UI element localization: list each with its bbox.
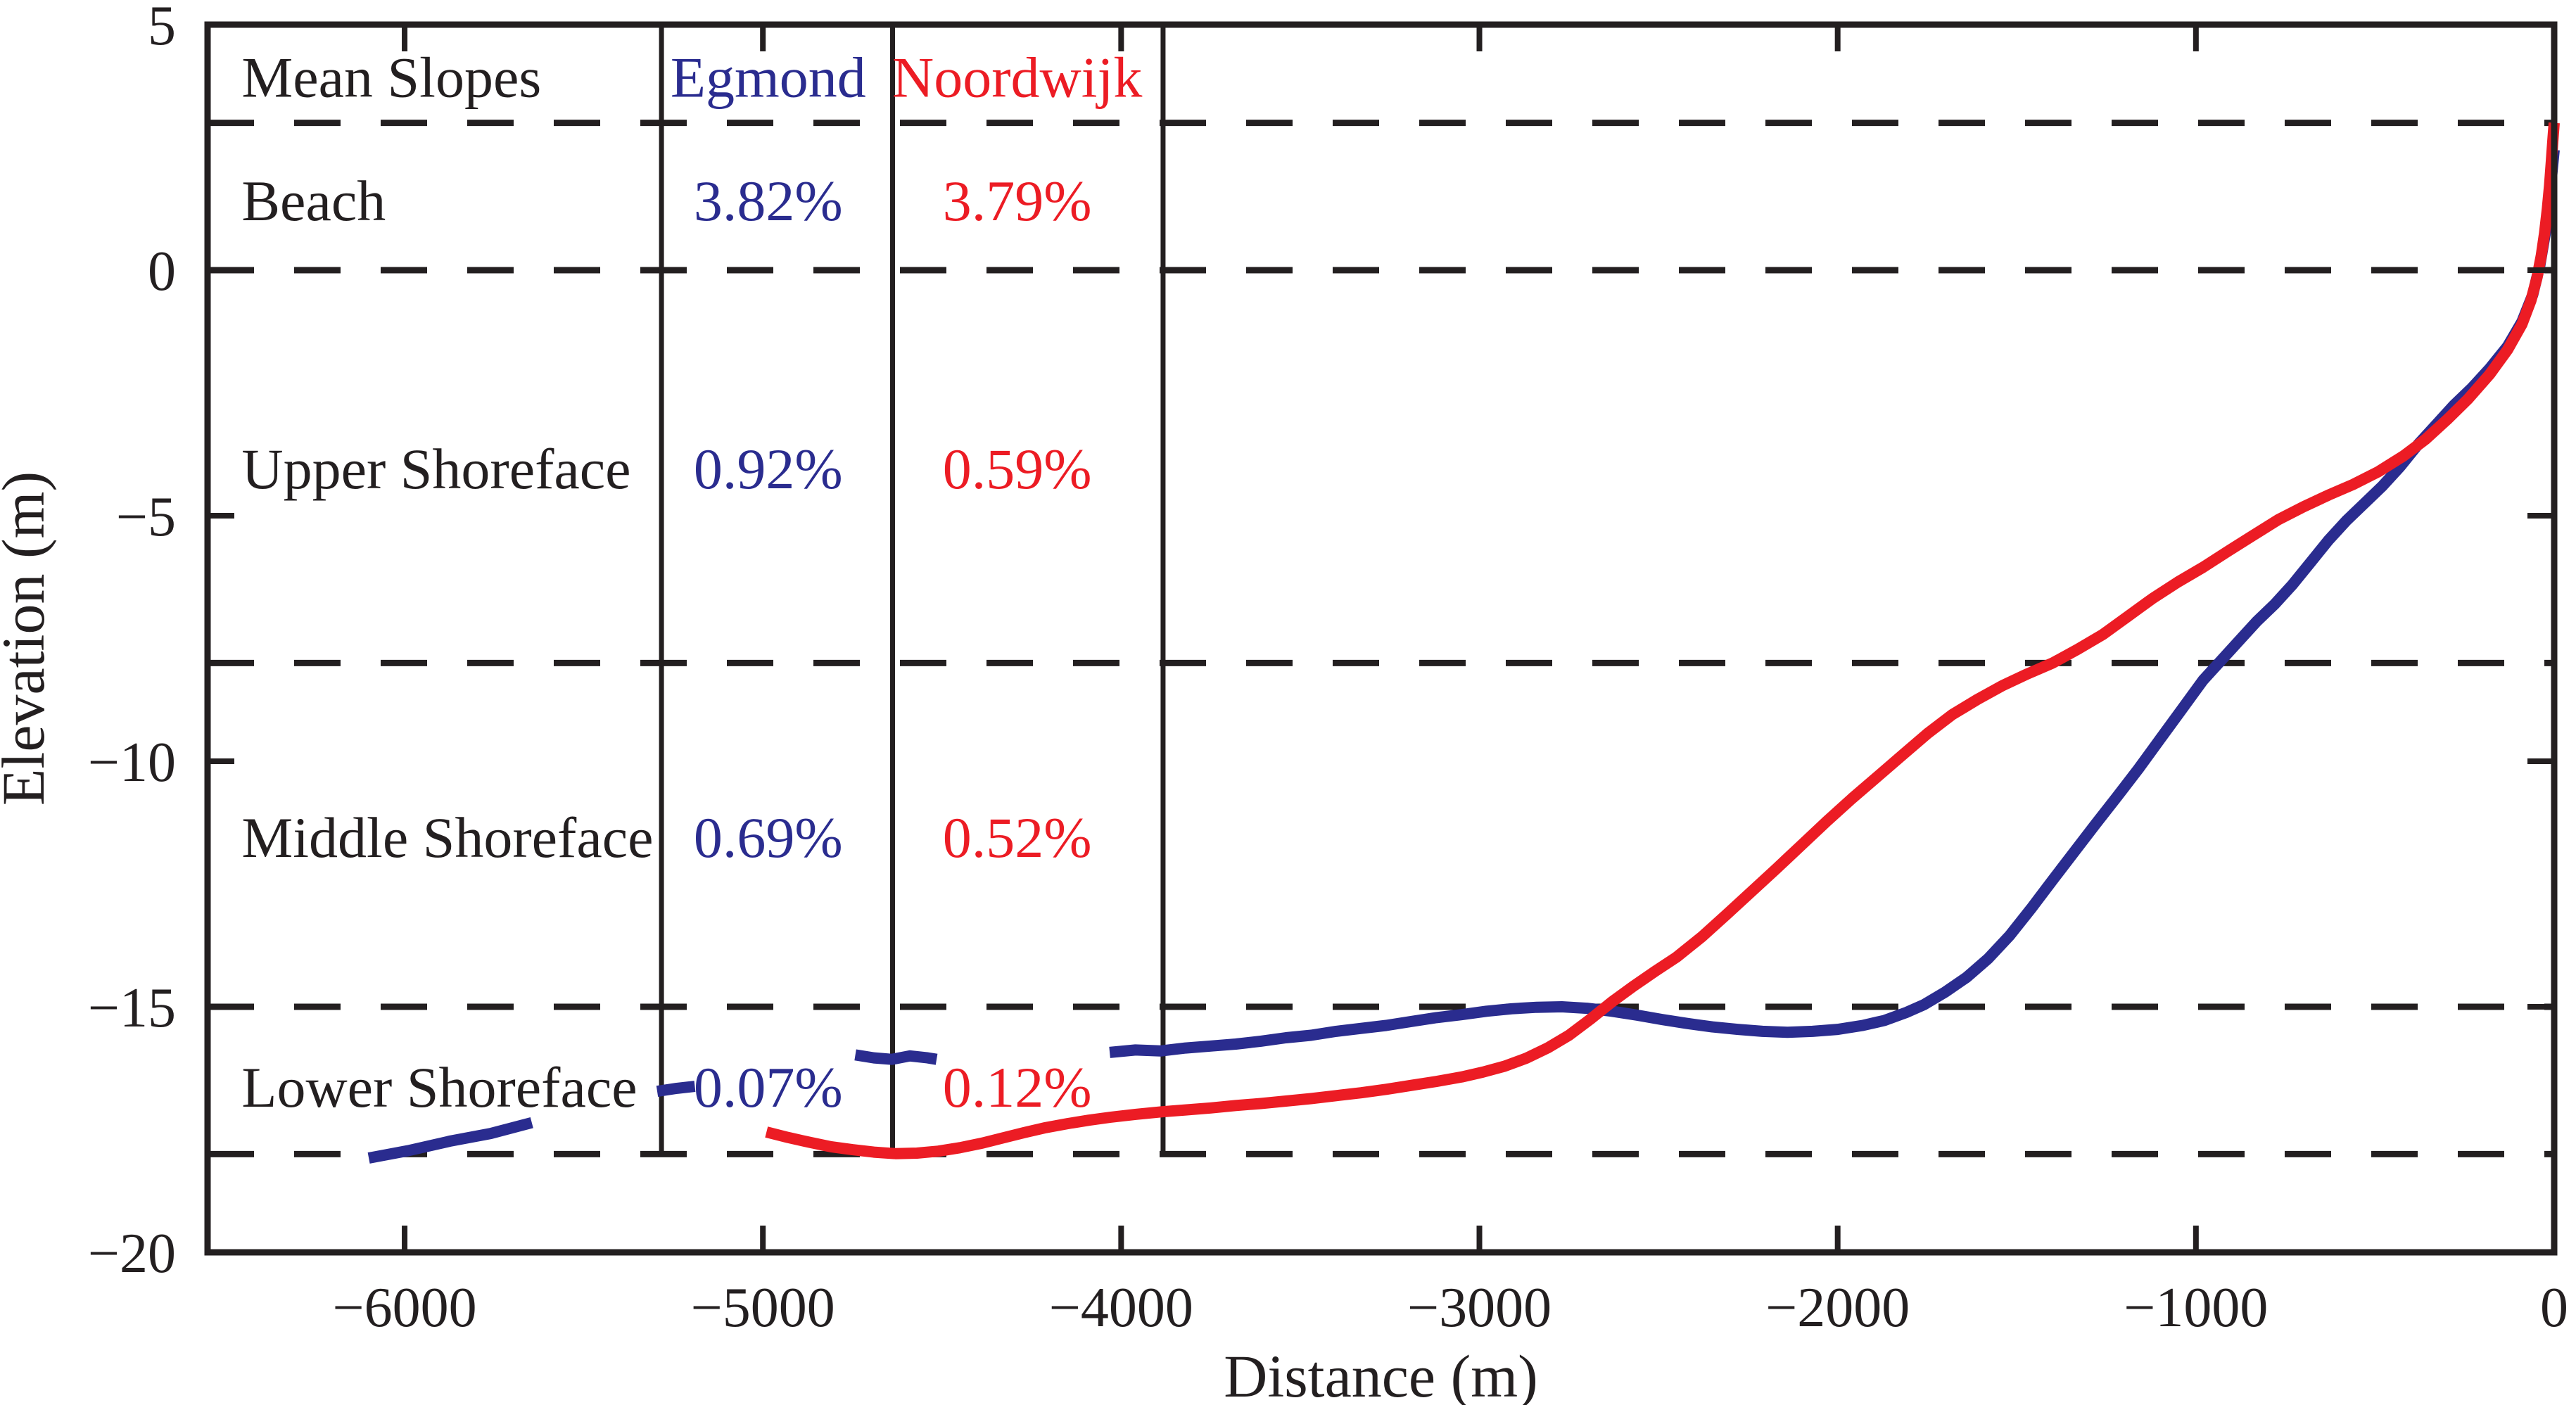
- x-tick-label: −3000: [1407, 1277, 1552, 1339]
- slope-value-noordwijk: 0.59%: [943, 437, 1092, 501]
- slope-value-noordwijk: 3.79%: [943, 169, 1092, 233]
- ticks-layer: [208, 22, 2557, 1255]
- profile-line-noordwijk: [765, 122, 2560, 1159]
- profile-line-egmond: [367, 1117, 533, 1164]
- slope-value-noordwijk: 0.12%: [943, 1055, 1092, 1119]
- slope-value-egmond: 0.69%: [694, 806, 843, 870]
- series-layer: [367, 122, 2560, 1164]
- slope-table-row-label: Upper Shoreface: [241, 437, 630, 501]
- slope-table-column-header: Noordwijk: [892, 46, 1142, 110]
- slope-table-row-label: Beach: [241, 169, 386, 233]
- y-tick-label: 5: [148, 0, 176, 57]
- x-tick-label: −5000: [691, 1277, 835, 1339]
- slope-value-noordwijk: 0.52%: [943, 806, 1092, 870]
- slope-table-row-label: Middle Shoreface: [241, 806, 653, 870]
- x-tick-label: 0: [2540, 1277, 2568, 1339]
- y-tick-label: 0: [148, 241, 176, 303]
- x-tick-label: −1000: [2124, 1277, 2268, 1339]
- axes-frame-layer: [204, 21, 2558, 1256]
- slope-table-row-label: Lower Shoreface: [241, 1055, 637, 1119]
- x-tick-label: −2000: [1765, 1277, 1910, 1339]
- y-tick-label: −5: [116, 486, 176, 548]
- y-tick-label: −20: [88, 1223, 176, 1285]
- slope-table-title: Mean Slopes: [241, 46, 541, 110]
- profile-line-egmond: [854, 1049, 938, 1065]
- axes-frame: [204, 21, 2558, 1256]
- profile-line-egmond: [656, 1081, 696, 1098]
- y-tick-label: −15: [88, 977, 176, 1039]
- slope-value-egmond: 3.82%: [694, 169, 843, 233]
- slope-value-egmond: 0.07%: [694, 1055, 843, 1119]
- slope-table-column-header: Egmond: [671, 46, 866, 110]
- x-tick-label: −4000: [1049, 1277, 1193, 1339]
- slope-value-egmond: 0.92%: [694, 437, 843, 501]
- x-tick-label: −6000: [332, 1277, 476, 1339]
- table-dividers-layer: [659, 25, 1166, 1155]
- y-tick-label: −10: [88, 732, 176, 794]
- x-axis-label: Distance (m): [1224, 1342, 1538, 1405]
- y-axis-label: Elevation (m): [0, 471, 57, 806]
